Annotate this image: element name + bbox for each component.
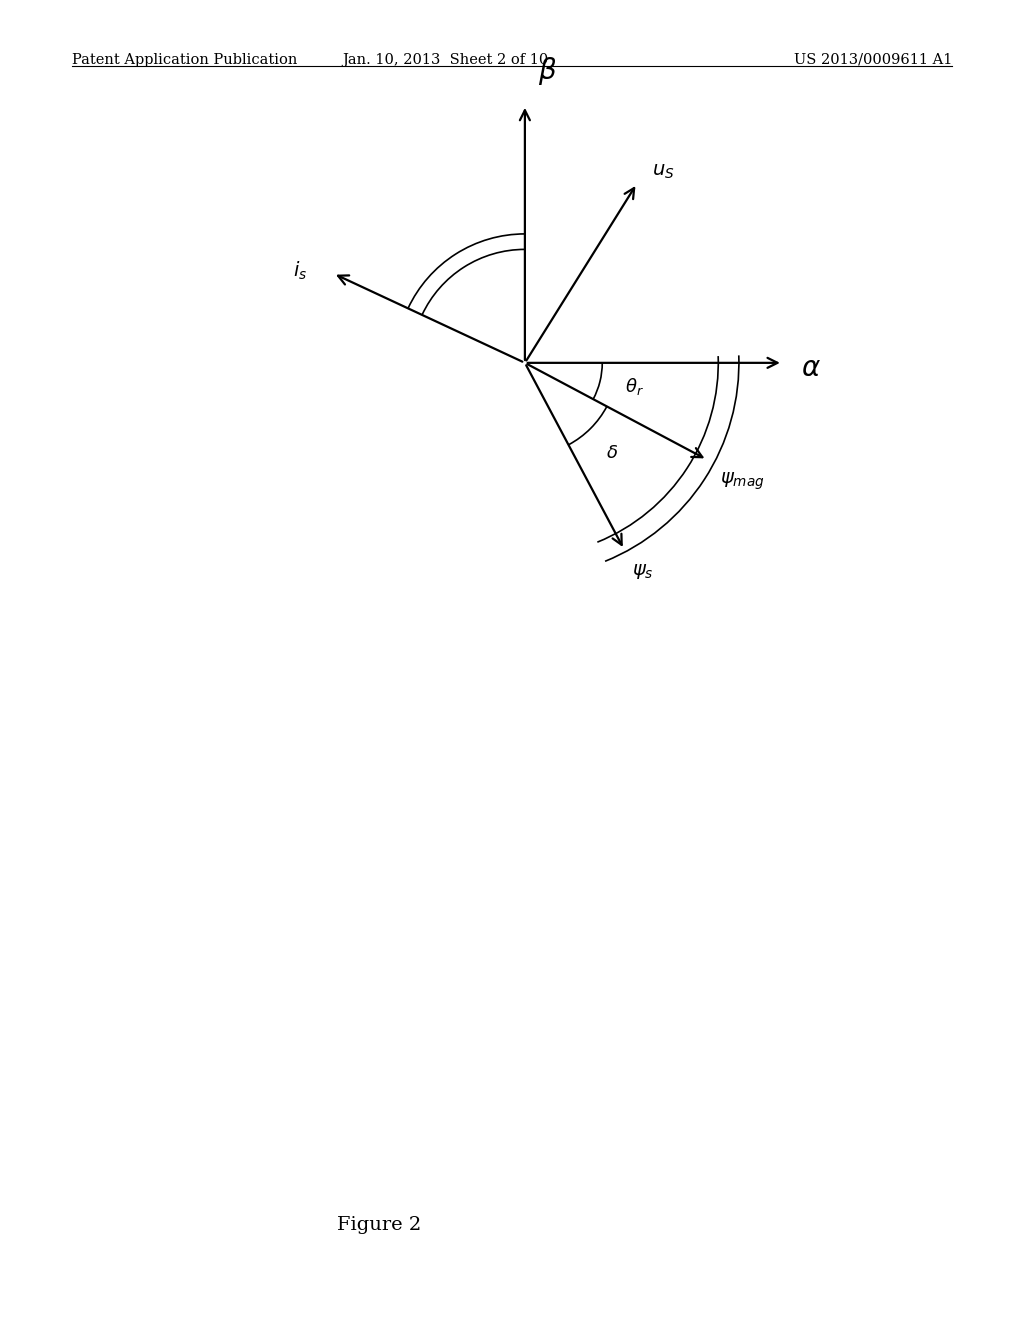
Text: $\theta_r$: $\theta_r$ — [625, 376, 644, 397]
Text: $i_s$: $i_s$ — [293, 260, 307, 282]
Text: US 2013/0009611 A1: US 2013/0009611 A1 — [794, 53, 952, 67]
Text: Patent Application Publication: Patent Application Publication — [72, 53, 297, 67]
Text: Figure 2: Figure 2 — [337, 1216, 421, 1234]
Text: Jan. 10, 2013  Sheet 2 of 10: Jan. 10, 2013 Sheet 2 of 10 — [342, 53, 549, 67]
Text: $\alpha$: $\alpha$ — [801, 355, 820, 381]
Text: $u_S$: $u_S$ — [652, 162, 675, 181]
Text: $\psi_{mag}$: $\psi_{mag}$ — [720, 470, 765, 491]
Text: $\beta$: $\beta$ — [538, 55, 557, 87]
Text: $\psi_s$: $\psi_s$ — [632, 562, 653, 581]
Text: $\delta$: $\delta$ — [606, 444, 618, 462]
